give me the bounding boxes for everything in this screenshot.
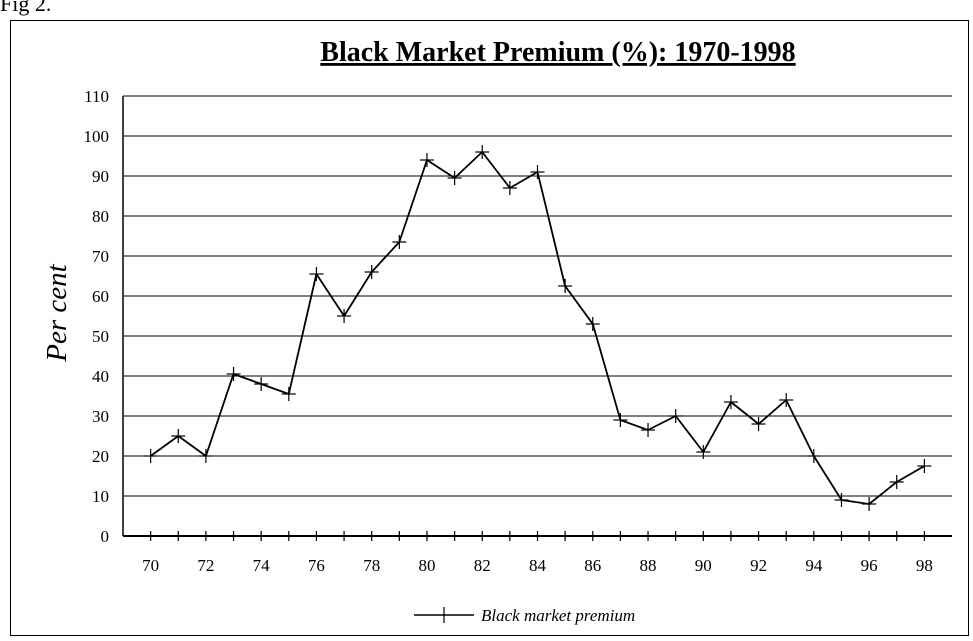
series-black-market-premium xyxy=(143,145,932,511)
y-tick-label: 0 xyxy=(101,527,110,546)
y-tick-label: 60 xyxy=(92,287,109,306)
y-tick-label: 20 xyxy=(92,447,109,466)
y-tick-label: 110 xyxy=(84,87,109,106)
y-tick-label: 30 xyxy=(92,407,109,426)
data-point xyxy=(558,279,573,293)
y-tick-label: 100 xyxy=(84,127,110,146)
x-tick-label: 84 xyxy=(529,556,547,575)
chart-title: Black Market Premium (%): 1970-1998 xyxy=(320,37,795,68)
x-tick-label: 80 xyxy=(418,556,435,575)
data-point xyxy=(392,235,407,249)
x-tick-label: 94 xyxy=(805,556,823,575)
data-point xyxy=(613,413,628,427)
y-tick-label: 70 xyxy=(92,247,109,266)
data-point xyxy=(198,449,213,463)
x-tick-label: 92 xyxy=(750,556,767,575)
data-point xyxy=(309,267,324,281)
x-axis-ticks: 70 72 74 76 78 80 82 84 86 88 90 92 94 96 98 xyxy=(142,531,933,575)
y-axis-ticks: 0 10 20 30 40 50 60 70 80 90 100 110 xyxy=(84,87,110,546)
data-point xyxy=(779,393,794,407)
y-tick-label: 90 xyxy=(92,167,109,186)
x-tick-label: 88 xyxy=(640,556,657,575)
series-line xyxy=(150,151,925,505)
data-point xyxy=(641,423,656,437)
data-point xyxy=(337,309,352,323)
data-point xyxy=(475,145,490,159)
data-point xyxy=(862,497,877,511)
y-axis-label: Per cent xyxy=(41,263,73,362)
data-point xyxy=(806,449,821,463)
data-point xyxy=(447,171,462,185)
data-point xyxy=(585,317,600,331)
x-tick-label: 98 xyxy=(916,556,933,575)
x-tick-label: 82 xyxy=(474,556,491,575)
y-tick-label: 40 xyxy=(92,367,109,386)
data-point xyxy=(254,377,269,391)
figure-label: Fig 2. xyxy=(0,0,52,16)
data-point xyxy=(530,165,545,179)
x-tick-label: 86 xyxy=(584,556,601,575)
x-tick-label: 78 xyxy=(363,556,380,575)
data-point xyxy=(889,475,904,489)
data-point xyxy=(364,265,379,279)
data-point xyxy=(668,409,683,423)
data-point xyxy=(751,417,766,431)
y-tick-label: 10 xyxy=(92,487,109,506)
y-tick-label: 80 xyxy=(92,207,109,226)
x-tick-label: 74 xyxy=(253,556,271,575)
x-tick-label: 76 xyxy=(308,556,325,575)
y-tick-label: 50 xyxy=(92,327,109,346)
data-point xyxy=(696,445,711,459)
x-tick-label: 70 xyxy=(142,556,159,575)
data-point xyxy=(917,459,932,473)
legend: Black market premium xyxy=(414,606,635,625)
data-point xyxy=(834,493,849,507)
data-point xyxy=(281,387,296,401)
grid-lines xyxy=(123,95,952,497)
data-point xyxy=(143,449,158,463)
chart-frame xyxy=(10,20,969,636)
data-point xyxy=(502,181,517,195)
x-tick-label: 72 xyxy=(197,556,214,575)
data-point xyxy=(171,429,186,443)
data-point xyxy=(419,153,434,167)
legend-entry-black-market-premium: Black market premium xyxy=(481,606,635,625)
data-point xyxy=(226,367,241,381)
x-tick-label: 90 xyxy=(695,556,712,575)
x-tick-label: 96 xyxy=(861,556,878,575)
data-point xyxy=(723,395,738,409)
